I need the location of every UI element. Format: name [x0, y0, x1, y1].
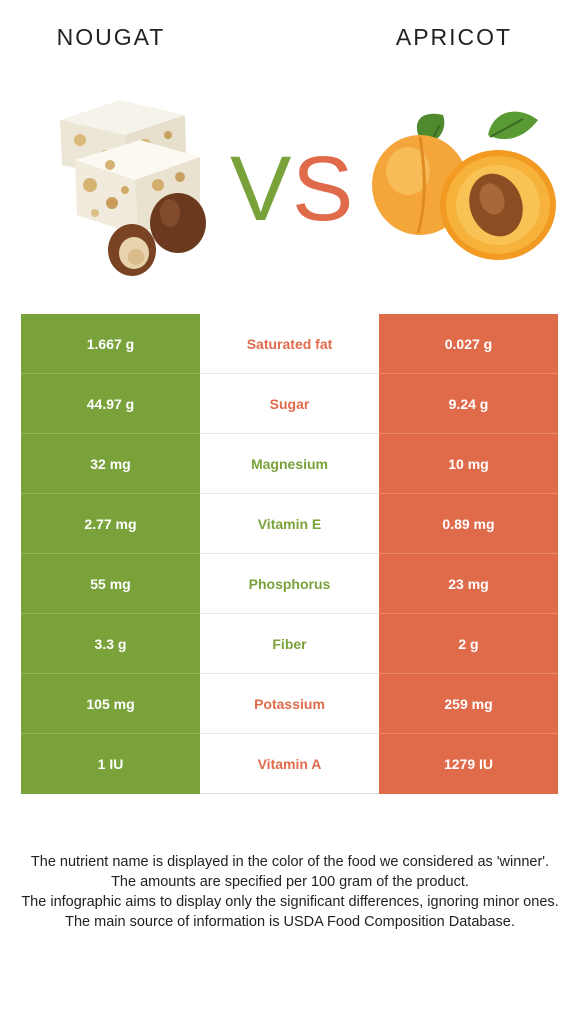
footnote-line-4: The main source of information is USDA F…	[65, 914, 515, 930]
apricot-value: 259 mg	[379, 674, 558, 734]
food-title-right: APRICOT	[395, 24, 513, 50]
table-row: 32 mg Magnesium 10 mg	[21, 434, 558, 494]
nutrient-name: Sugar	[200, 374, 379, 434]
footnote: The nutrient name is displayed in the co…	[20, 852, 560, 932]
apricot-value: 9.24 g	[379, 374, 558, 434]
apricot-value: 1279 IU	[379, 734, 558, 794]
apricot-value: 0.89 mg	[379, 494, 558, 554]
footnote-line-3: The infographic aims to display only the…	[21, 894, 559, 910]
nougat-image	[60, 100, 206, 276]
vs-letter-s: S	[292, 138, 353, 232]
table-row: 44.97 g Sugar 9.24 g	[21, 374, 558, 434]
footnote-line-1: The nutrient name is displayed in the co…	[30, 854, 550, 870]
table-row: 1.667 g Saturated fat 0.027 g	[21, 314, 558, 374]
nougat-value: 1 IU	[21, 734, 200, 794]
vs-icon: V S	[230, 138, 353, 232]
apricot-value: 2 g	[379, 614, 558, 674]
nutrient-name: Saturated fat	[200, 314, 379, 374]
nutrient-name: Magnesium	[200, 434, 379, 494]
nougat-value: 1.667 g	[21, 314, 200, 374]
table-row: 1 IU Vitamin A 1279 IU	[21, 734, 558, 794]
apricot-value: 0.027 g	[379, 314, 558, 374]
nutrient-comparison-table: 1.667 g Saturated fat 0.027 g 44.97 g Sugar 9…	[21, 314, 558, 794]
nougat-value: 2.77 mg	[21, 494, 200, 554]
nougat-value: 44.97 g	[21, 374, 200, 434]
nougat-value: 3.3 g	[21, 614, 200, 674]
nougat-value: 32 mg	[21, 434, 200, 494]
vs-letter-v: V	[230, 138, 291, 232]
table-row: 105 mg Potassium 259 mg	[21, 674, 558, 734]
nutrient-name: Fiber	[200, 614, 379, 674]
nutrient-name: Potassium	[200, 674, 379, 734]
nutrient-name: Vitamin A	[200, 734, 379, 794]
apricot-value: 23 mg	[379, 554, 558, 614]
apricot-value: 10 mg	[379, 434, 558, 494]
nougat-value: 55 mg	[21, 554, 200, 614]
nougat-value: 105 mg	[21, 674, 200, 734]
apricot-image	[372, 111, 556, 260]
table-row: 55 mg Phosphorus 23 mg	[21, 554, 558, 614]
footnote-line-2: The amounts are specified per 100 gram o…	[111, 874, 469, 890]
nutrient-name: Vitamin E	[200, 494, 379, 554]
food-title-left: NOUGAT	[56, 24, 166, 50]
table-row: 3.3 g Fiber 2 g	[21, 614, 558, 674]
table-row: 2.77 mg Vitamin E 0.89 mg	[21, 494, 558, 554]
nutrient-name: Phosphorus	[200, 554, 379, 614]
